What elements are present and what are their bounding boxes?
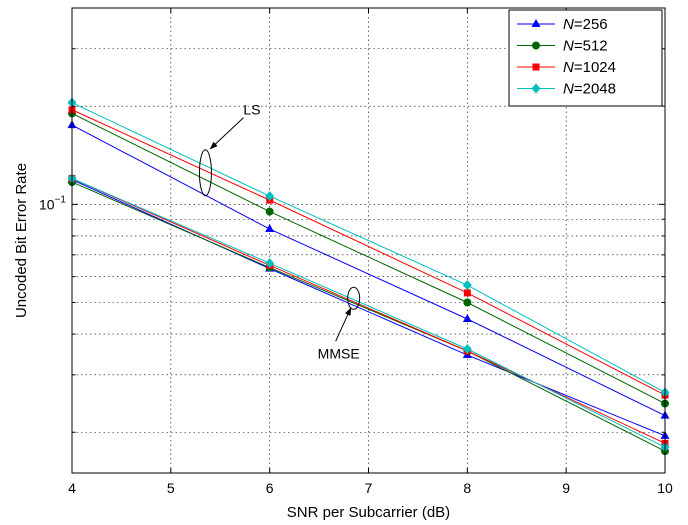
mmse-group-ellipse [347, 286, 361, 310]
x-axis-label: SNR per Subcarrier (dB) [287, 504, 450, 521]
mmse-series-line [71, 178, 666, 444]
ls-data-point [265, 207, 274, 216]
ls-annotation-label: LS [243, 102, 260, 118]
x-tick-label: 7 [365, 480, 373, 496]
mmse-annotation-label: MMSE [318, 345, 360, 361]
x-tick-label: 8 [463, 480, 471, 496]
legend-swatch-marker [531, 83, 541, 94]
ls-group-ellipse [198, 149, 212, 197]
ls-series-line [71, 102, 666, 393]
legend-label: N=2048 [563, 81, 616, 98]
x-tick-label: 10 [657, 480, 673, 496]
legend-swatch-marker [531, 19, 541, 27]
ls-data-point [462, 313, 472, 322]
y-tick-label: 10−1 [39, 194, 66, 212]
ls-series-line [71, 109, 666, 396]
mmse-arrow [335, 307, 352, 342]
ls-series-line [71, 112, 666, 404]
ls-data-point [265, 224, 275, 233]
x-tick-label: 6 [266, 480, 274, 496]
axis-ticks: 4 5 6 7 8 9 10 10−1 [39, 7, 673, 496]
mmse-data-point [462, 344, 472, 355]
legend-label: N=1024 [563, 59, 616, 76]
legend-label: N=512 [563, 38, 608, 55]
legend-swatch-marker [532, 41, 540, 50]
mmse-series-line [71, 181, 666, 452]
legend-swatch-marker [532, 63, 540, 71]
mmse-series-line [71, 179, 666, 437]
mmse-series-line [71, 178, 666, 448]
ls-data-point [463, 289, 471, 297]
legend-label: N=256 [563, 16, 608, 33]
y-axis-label: Uncoded Bit Error Rate [13, 163, 30, 318]
x-tick-label: 5 [167, 480, 175, 496]
ls-data-point [462, 280, 472, 291]
legend: N=256 N=512 N=1024 N=2048 [508, 9, 663, 107]
ls-series-line [71, 124, 666, 417]
annotations: LS MMSE [198, 102, 361, 361]
x-tick-label: 9 [562, 480, 570, 496]
ls-data-point [463, 298, 472, 307]
x-tick-label: 4 [68, 480, 76, 496]
series-lines [67, 97, 670, 456]
mmse-data-point [265, 258, 275, 269]
ls-arrow [209, 117, 244, 150]
ls-data-point [265, 191, 275, 202]
